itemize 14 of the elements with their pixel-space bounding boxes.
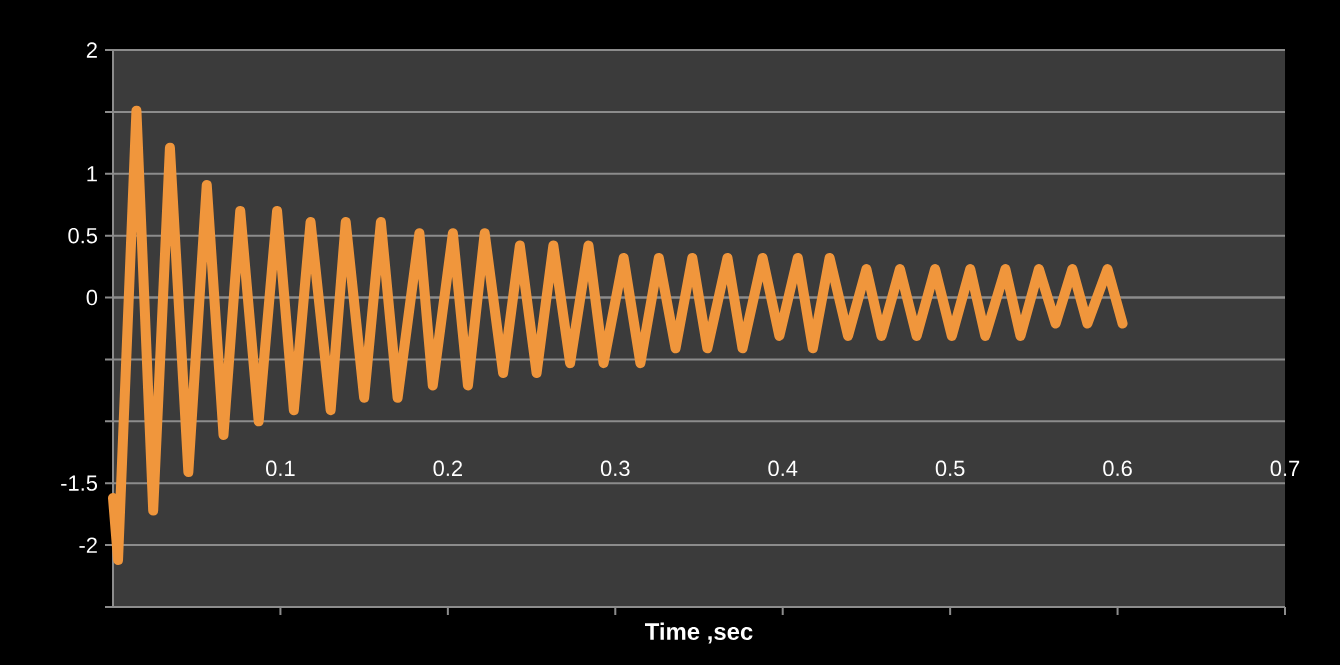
x-tick-label: 0.1 [266, 460, 295, 477]
x-tick-label: 0.2 [433, 460, 462, 477]
y-tick-label: 0 [86, 289, 98, 306]
x-tick-label: 0.4 [768, 460, 798, 477]
y-tick-label: 0.5 [68, 227, 98, 244]
x-axis-title: Time ,sec [645, 622, 753, 644]
x-tick-label: 0.5 [935, 460, 965, 477]
y-tick-label: -2 [79, 537, 97, 553]
x-tick-label: 0.3 [600, 460, 630, 477]
y-tick-label: 2 [86, 42, 97, 58]
y-tick-label: -1.5 [61, 475, 98, 491]
x-tick-label: 0.7 [1270, 460, 1300, 477]
y-tick-label: 1 [87, 166, 97, 182]
x-tick-label: 0.6 [1103, 460, 1132, 477]
